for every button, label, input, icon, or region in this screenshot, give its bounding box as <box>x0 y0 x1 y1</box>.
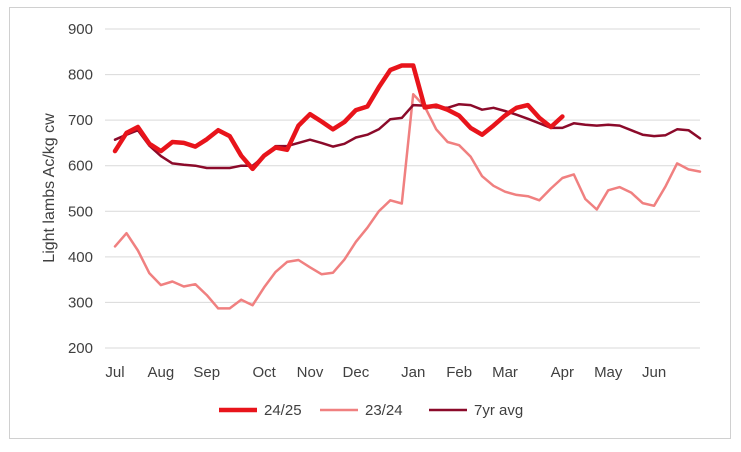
x-tick-label: Mar <box>492 364 518 381</box>
x-axis-ticks: Jul Aug Sep Oct Nov Dec Jan Feb Mar Apr May Jun <box>105 364 666 381</box>
legend-label: 7yr avg <box>474 402 523 419</box>
y-tick-label: 900 <box>68 21 93 38</box>
legend-label: 24/25 <box>264 402 302 419</box>
x-tick-label: Aug <box>148 364 175 381</box>
y-tick-label: 200 <box>68 340 93 357</box>
x-tick-label: Jun <box>642 364 666 381</box>
legend-label: 23/24 <box>365 402 403 419</box>
y-tick-label: 600 <box>68 158 93 175</box>
series-lines <box>112 63 702 310</box>
x-tick-label: Jul <box>105 364 124 381</box>
x-tick-label: Oct <box>252 364 276 381</box>
x-tick-label: Apr <box>551 364 574 381</box>
series-line-24-25 <box>112 63 565 172</box>
y-tick-label: 800 <box>68 67 93 84</box>
x-tick-label: Nov <box>297 364 324 381</box>
legend: 24/25 23/24 7yr avg <box>219 402 523 419</box>
y-tick-label: 300 <box>68 294 93 311</box>
y-tick-label: 700 <box>68 112 93 129</box>
y-axis-ticks: 200 300 400 500 600 700 800 900 <box>68 21 93 357</box>
y-axis-label: Light lambs Ac/kg cw <box>41 113 58 263</box>
x-tick-label: May <box>594 364 623 381</box>
x-tick-label: Dec <box>343 364 370 381</box>
x-tick-label: Sep <box>193 364 220 381</box>
y-tick-label: 500 <box>68 203 93 220</box>
gridlines <box>105 28 700 349</box>
series-line-7yr-avg <box>113 102 702 170</box>
x-tick-label: Jan <box>401 364 425 381</box>
x-tick-label: Feb <box>446 364 472 381</box>
y-tick-label: 400 <box>68 249 93 266</box>
series-line-23-24 <box>113 92 702 310</box>
